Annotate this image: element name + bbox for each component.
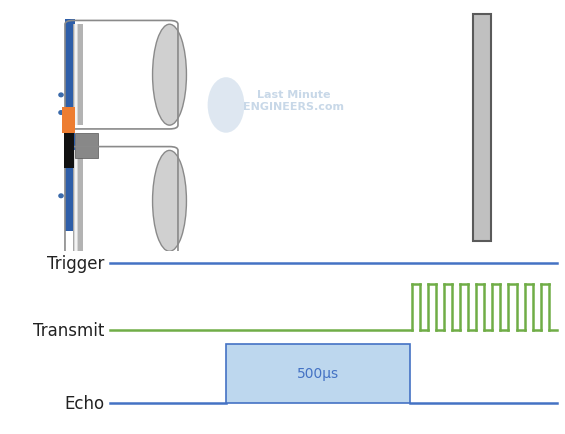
Bar <box>76 25 81 126</box>
Bar <box>76 25 82 126</box>
Ellipse shape <box>58 93 64 98</box>
Text: 500μs: 500μs <box>297 367 339 381</box>
Bar <box>78 151 83 252</box>
Text: Transmit: Transmit <box>33 321 105 339</box>
Bar <box>76 151 81 252</box>
Bar <box>77 151 82 252</box>
Ellipse shape <box>208 78 244 133</box>
Bar <box>74 151 79 252</box>
Bar <box>64 133 74 169</box>
Bar <box>73 25 79 126</box>
Bar <box>77 151 83 252</box>
Bar <box>75 25 80 126</box>
Bar <box>76 151 81 252</box>
Bar <box>77 151 82 252</box>
Bar <box>75 133 98 158</box>
Bar <box>77 25 82 126</box>
Bar <box>77 151 82 252</box>
Bar <box>78 151 84 252</box>
Bar <box>65 20 75 232</box>
Bar <box>75 151 81 252</box>
Bar <box>77 25 82 126</box>
Ellipse shape <box>58 111 64 116</box>
Text: Trigger: Trigger <box>47 254 105 272</box>
Bar <box>74 151 80 252</box>
Bar <box>73 25 79 126</box>
Bar <box>78 25 83 126</box>
Bar <box>62 108 75 133</box>
Bar <box>76 25 81 126</box>
Ellipse shape <box>153 25 186 126</box>
Bar <box>226 345 410 403</box>
Bar <box>75 25 81 126</box>
Bar <box>75 25 80 126</box>
Bar <box>76 25 81 126</box>
Bar <box>76 151 81 252</box>
Bar <box>77 25 82 126</box>
Bar <box>75 151 80 252</box>
Text: Last Minute
ENGINEERS.com: Last Minute ENGINEERS.com <box>244 90 344 112</box>
Text: Echo: Echo <box>64 394 105 412</box>
Bar <box>74 25 79 126</box>
Bar <box>75 151 80 252</box>
Bar <box>75 25 80 126</box>
Bar <box>73 151 79 252</box>
Bar <box>77 151 82 252</box>
Bar <box>75 25 80 126</box>
Bar <box>473 15 491 242</box>
Bar <box>76 151 82 252</box>
Bar <box>73 151 79 252</box>
Ellipse shape <box>58 194 64 199</box>
Ellipse shape <box>153 151 186 252</box>
Bar <box>75 151 80 252</box>
Bar <box>77 25 82 126</box>
Bar <box>75 151 80 252</box>
Bar <box>78 25 84 126</box>
Bar <box>74 25 80 126</box>
Bar <box>77 25 83 126</box>
